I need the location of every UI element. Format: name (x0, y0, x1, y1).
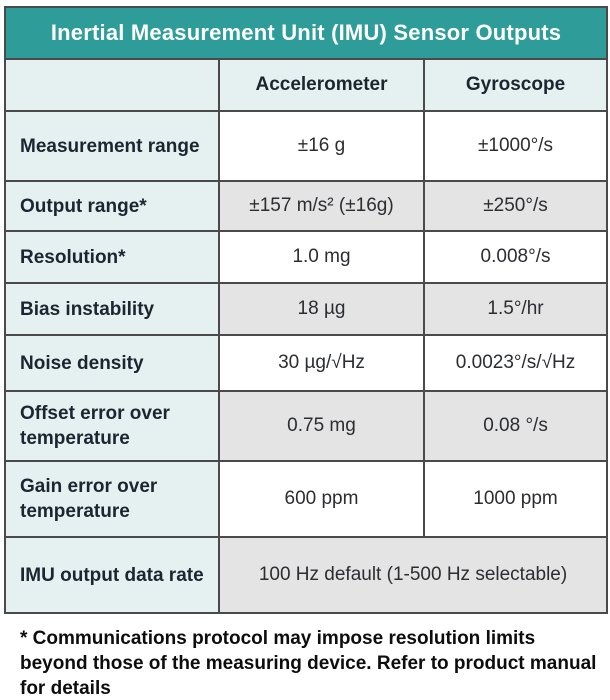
gyroscope-value: ±1000°/s (422, 110, 609, 182)
row-label: IMU output data rate (4, 536, 220, 614)
row-label: Measurement range (4, 110, 220, 182)
table-row: Offset error over temperature 0.75 mg 0.… (4, 390, 609, 462)
table-row: Output range* ±157 m/s² (±16g) ±250°/s (4, 180, 609, 232)
table-row: Measurement range ±16 g ±1000°/s (4, 110, 609, 182)
table-row: Gain error over temperature 600 ppm 1000… (4, 460, 609, 538)
column-header-accelerometer: Accelerometer (218, 58, 425, 112)
shared-value: 100 Hz default (1-500 Hz selectable) (217, 536, 609, 614)
table-row: Resolution* 1.0 mg 0.008°/s (4, 230, 609, 284)
row-label: Resolution* (4, 230, 220, 284)
row-label: Offset error over temperature (4, 390, 220, 462)
table-title-row: Inertial Measurement Unit (IMU) Sensor O… (3, 6, 609, 60)
accelerometer-value: 18 µg (218, 282, 425, 336)
table-row: Bias instability 18 µg 1.5°/hr (4, 282, 609, 336)
gyroscope-value: 0.008°/s (422, 230, 609, 284)
imu-spec-table: Inertial Measurement Unit (IMU) Sensor O… (3, 6, 609, 614)
footnote: * Communications protocol may impose res… (20, 628, 597, 699)
table-title: Inertial Measurement Unit (IMU) Sensor O… (3, 6, 609, 60)
accelerometer-value: 30 µg/√Hz (218, 334, 425, 392)
column-header-empty (4, 58, 220, 112)
row-label: Gain error over temperature (4, 460, 220, 538)
gyroscope-value: 1000 ppm (422, 460, 609, 538)
table-row: IMU output data rate 100 Hz default (1-5… (4, 536, 609, 614)
accelerometer-value: ±157 m/s² (±16g) (218, 180, 425, 232)
accelerometer-value: 600 ppm (218, 460, 425, 538)
row-label: Bias instability (4, 282, 220, 336)
accelerometer-value: 1.0 mg (218, 230, 425, 284)
accelerometer-value: 0.75 mg (218, 390, 425, 462)
accelerometer-value: ±16 g (218, 110, 425, 182)
table-row: Noise density 30 µg/√Hz 0.0023°/s/√Hz (4, 334, 609, 392)
gyroscope-value: 1.5°/hr (422, 282, 609, 336)
column-header-gyroscope: Gyroscope (422, 58, 609, 112)
row-label: Noise density (4, 334, 220, 392)
gyroscope-value: 0.08 °/s (422, 390, 609, 462)
gyroscope-value: 0.0023°/s/√Hz (422, 334, 609, 392)
row-label: Output range* (4, 180, 220, 232)
column-header-row: Accelerometer Gyroscope (4, 58, 609, 112)
gyroscope-value: ±250°/s (422, 180, 609, 232)
